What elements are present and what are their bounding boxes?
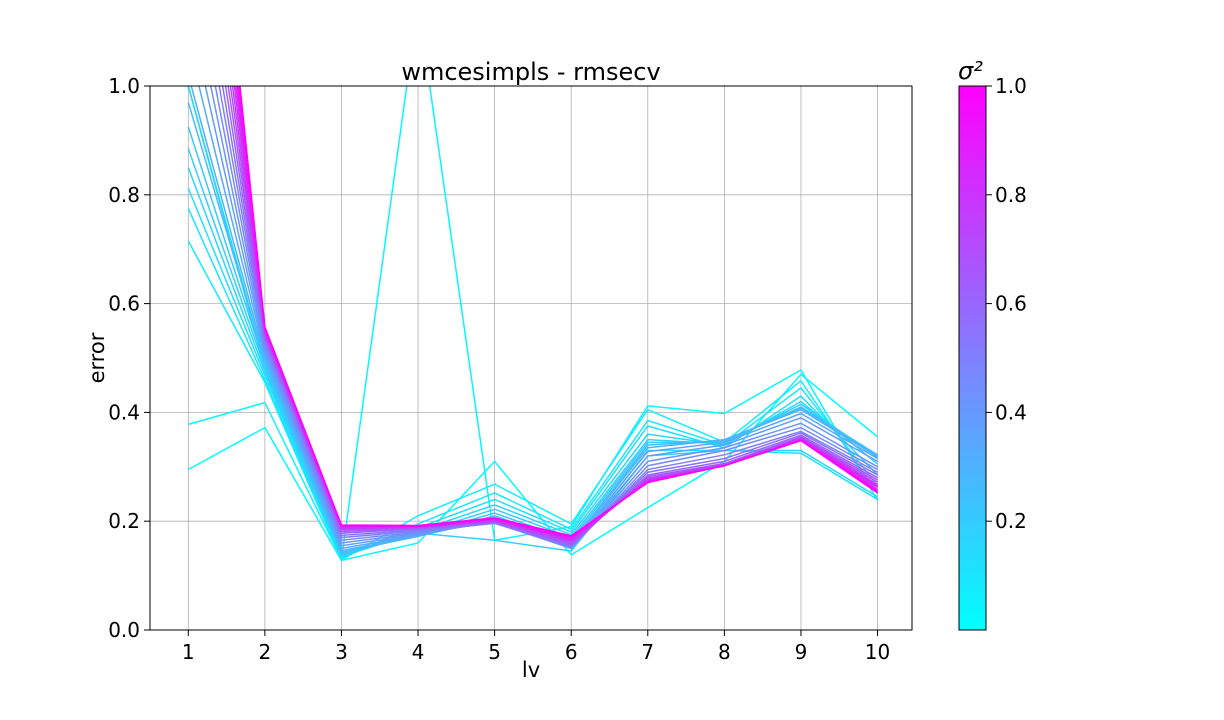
y-tick-label: 0.6 (108, 292, 140, 316)
colorbar-tick-label: 0.4 (995, 400, 1027, 424)
series-line (187, 187, 879, 559)
series-line (187, 86, 878, 558)
series-line (198, 86, 878, 550)
series-line (187, 102, 878, 554)
x-tick-label: 9 (795, 640, 808, 664)
x-axis-ticks: 1 2 3 4 5 6 7 8 9 10 (182, 630, 890, 664)
series-line (188, 86, 879, 562)
y-tick-label: 0.4 (108, 400, 140, 424)
x-axis-label: lv (522, 658, 540, 682)
y-tick-label: 0.2 (108, 509, 140, 533)
series-line (187, 373, 879, 562)
x-tick-label: 10 (865, 640, 890, 664)
y-tick-label: 0.8 (108, 183, 140, 207)
colorbar (958, 85, 987, 631)
series-line (187, 208, 879, 560)
plot-frame (149, 85, 913, 631)
x-tick-label: 2 (259, 640, 272, 664)
colorbar-tick-label: 1.0 (995, 74, 1027, 98)
series-line (190, 86, 878, 552)
x-tick-label: 5 (488, 640, 501, 664)
series-line (221, 86, 878, 548)
x-tick-label: 1 (182, 640, 195, 664)
series-line (187, 148, 878, 556)
y-tick-label: 0.0 (108, 618, 140, 642)
y-tick-label: 1.0 (108, 74, 140, 98)
series-line (218, 86, 878, 549)
colorbar-label: σ² (958, 57, 983, 85)
colorbar-tick-label: 0.6 (995, 292, 1027, 316)
series-line (187, 167, 879, 557)
series-line (204, 86, 878, 549)
series-line (187, 126, 878, 555)
x-tick-label: 7 (641, 640, 654, 664)
series-line (239, 86, 878, 537)
series-lines (187, 86, 879, 562)
x-tick-label: 6 (565, 640, 578, 664)
x-tick-label: 8 (718, 640, 731, 664)
y-axis-label: error (85, 332, 109, 383)
y-axis-ticks: 0.0 0.2 0.4 0.6 0.8 1.0 (108, 74, 150, 642)
series-line (187, 86, 878, 555)
chart-title: wmcesimpls - rmsecv (401, 58, 660, 86)
colorbar-tick-label: 0.2 (995, 509, 1027, 533)
x-tick-label: 3 (335, 640, 348, 664)
colorbar-ticks: 0.2 0.4 0.6 0.8 1.0 (986, 74, 1027, 533)
colorbar-tick-label: 0.8 (995, 183, 1027, 207)
x-tick-label: 4 (412, 640, 425, 664)
